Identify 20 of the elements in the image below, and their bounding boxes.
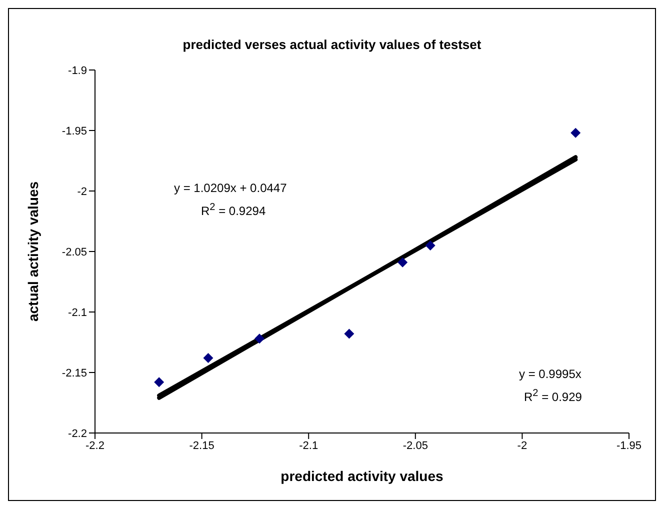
y-axis-title: actual activity values xyxy=(24,181,41,322)
chart-title: predicted verses actual activity values of testset xyxy=(182,37,482,52)
y-tick-label: -1.95 xyxy=(62,125,87,138)
y-tick-label: -2 xyxy=(77,186,87,198)
annotation: R$^{2}$ = 0.9294 xyxy=(201,202,266,218)
x-tick-label: -2.2 xyxy=(86,440,104,452)
annotation: y = 1.0209x + 0.0447 xyxy=(174,181,287,195)
x-tick-label: -1.95 xyxy=(616,440,642,452)
x-axis-title: predicted activity values xyxy=(280,468,444,484)
y-tick-label: -2.2 xyxy=(68,428,87,440)
x-tick-label: -2.1 xyxy=(299,440,318,452)
annotation: R$^{2}$ = 0.929 xyxy=(524,388,582,404)
y-tick-label: -2.1 xyxy=(68,306,87,319)
x-tick-label: -2.05 xyxy=(402,440,428,452)
x-tick-label: -2 xyxy=(517,440,528,452)
x-tick-label: -2.15 xyxy=(189,440,214,452)
annotation: y = 0.9995x xyxy=(519,367,582,381)
y-tick-label: -2.15 xyxy=(62,367,87,380)
y-tick-label: -1.9 xyxy=(68,64,87,77)
y-tick-label: -2.05 xyxy=(62,246,87,258)
